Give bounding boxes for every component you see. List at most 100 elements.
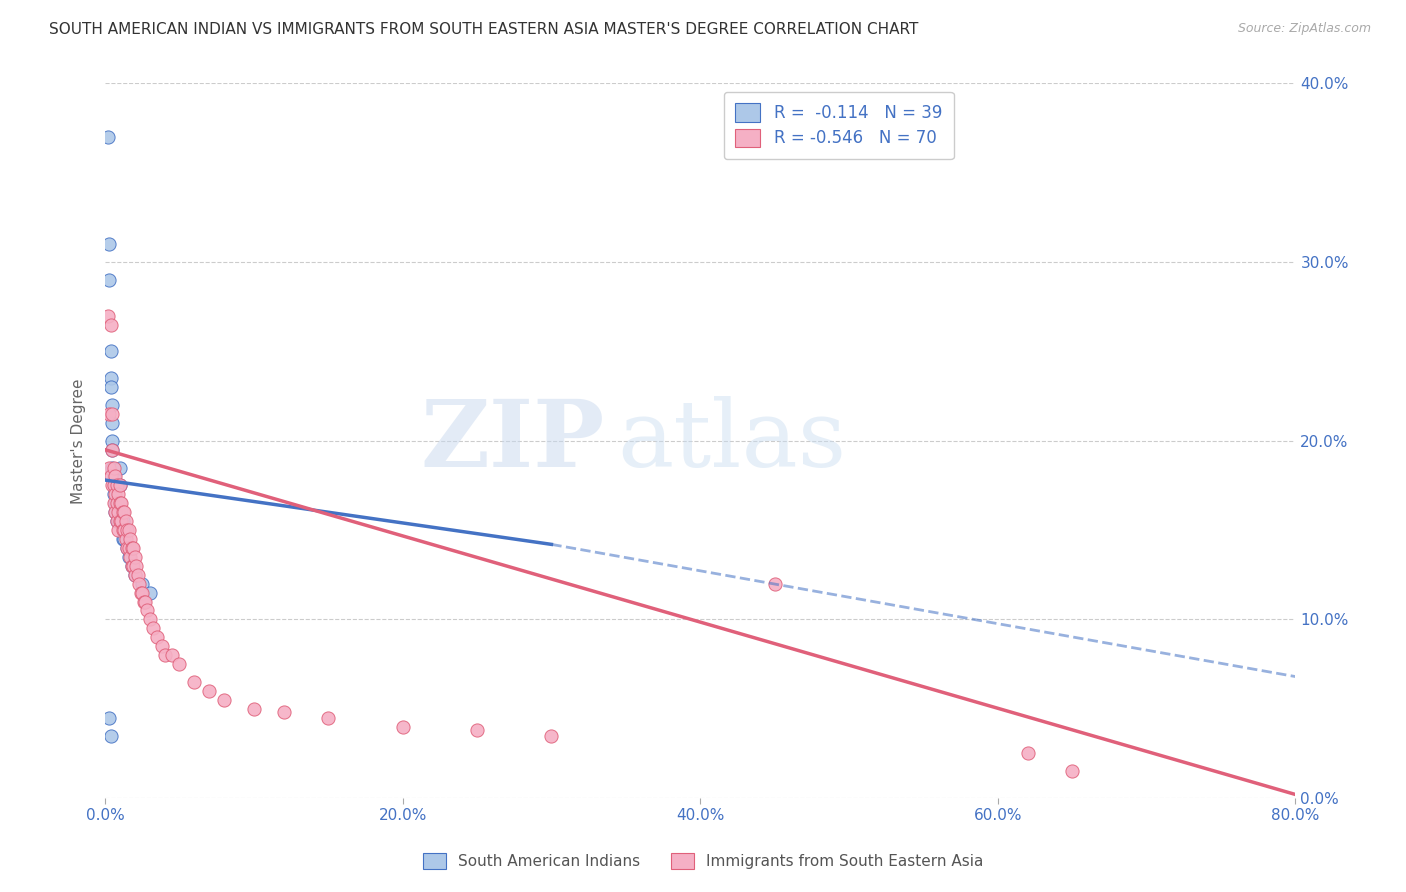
Point (540, 729, 562, 743)
Point (118, 523, 141, 537)
Point (103, 469, 125, 483)
Point (138, 612, 160, 626)
Point (125, 558, 148, 573)
Point (129, 585, 152, 599)
Point (243, 702, 266, 716)
Point (105, 478, 128, 492)
Point (111, 514, 134, 528)
Point (142, 621, 165, 635)
Point (160, 648, 183, 662)
Point (100, 469, 122, 483)
Y-axis label: Master's Degree: Master's Degree (72, 378, 86, 503)
Point (104, 505, 127, 519)
Point (100, 344, 122, 359)
Point (98, 273, 121, 287)
Point (101, 434, 124, 448)
Point (101, 442, 124, 457)
Point (105, 514, 128, 528)
Point (111, 505, 134, 519)
Point (183, 675, 205, 690)
Point (98, 711, 121, 725)
Point (120, 532, 142, 546)
Point (114, 514, 136, 528)
Point (98, 460, 121, 475)
Point (153, 648, 176, 662)
Point (111, 523, 134, 537)
Point (107, 523, 129, 537)
Text: ZIP: ZIP (420, 396, 605, 486)
Point (124, 567, 146, 582)
Point (273, 706, 295, 720)
Point (105, 514, 128, 528)
Point (100, 371, 122, 385)
Legend: R =  -0.114   N = 39, R = -0.546   N = 70: R = -0.114 N = 39, R = -0.546 N = 70 (724, 92, 953, 159)
Point (107, 487, 129, 501)
Point (101, 407, 124, 421)
Point (108, 478, 131, 492)
Point (212, 693, 235, 707)
Point (117, 541, 139, 555)
Point (107, 505, 129, 519)
Point (117, 523, 139, 537)
Point (122, 541, 145, 555)
Point (124, 567, 146, 582)
Point (105, 496, 128, 510)
Point (101, 398, 124, 412)
Point (105, 496, 128, 510)
Point (100, 380, 122, 394)
Point (118, 549, 141, 564)
Point (104, 469, 127, 483)
Legend: South American Indians, Immigrants from South Eastern Asia: South American Indians, Immigrants from … (416, 847, 990, 875)
Point (98, 237, 121, 252)
Point (110, 496, 132, 510)
Point (108, 478, 131, 492)
Point (121, 541, 143, 555)
Point (100, 729, 122, 743)
Point (110, 514, 132, 528)
Point (107, 514, 129, 528)
Point (108, 460, 131, 475)
Point (122, 558, 145, 573)
Point (138, 585, 160, 599)
Point (112, 532, 135, 546)
Point (121, 558, 143, 573)
Point (132, 594, 155, 608)
Point (101, 478, 124, 492)
Point (100, 318, 122, 332)
Point (104, 496, 127, 510)
Point (169, 657, 191, 671)
Point (118, 541, 141, 555)
Point (105, 478, 128, 492)
Point (112, 505, 135, 519)
Text: atlas: atlas (617, 396, 846, 486)
Point (108, 496, 131, 510)
Point (391, 720, 413, 734)
Point (114, 532, 136, 546)
Point (104, 505, 127, 519)
Point (1062, 764, 1084, 779)
Point (763, 576, 786, 591)
Point (101, 460, 124, 475)
Point (101, 442, 124, 457)
Point (103, 496, 125, 510)
Point (111, 532, 134, 546)
Point (97, 309, 120, 323)
Point (127, 567, 149, 582)
Point (97, 130, 120, 145)
Point (98, 407, 121, 421)
Point (107, 478, 129, 492)
Point (150, 639, 173, 653)
Point (1017, 747, 1039, 761)
Point (108, 514, 131, 528)
Point (135, 603, 157, 617)
Text: SOUTH AMERICAN INDIAN VS IMMIGRANTS FROM SOUTH EASTERN ASIA MASTER'S DEGREE CORR: SOUTH AMERICAN INDIAN VS IMMIGRANTS FROM… (49, 22, 918, 37)
Point (108, 496, 131, 510)
Point (128, 576, 150, 591)
Point (107, 496, 129, 510)
Text: Source: ZipAtlas.com: Source: ZipAtlas.com (1237, 22, 1371, 36)
Point (110, 505, 132, 519)
Point (316, 711, 339, 725)
Point (108, 514, 131, 528)
Point (112, 523, 135, 537)
Point (103, 478, 125, 492)
